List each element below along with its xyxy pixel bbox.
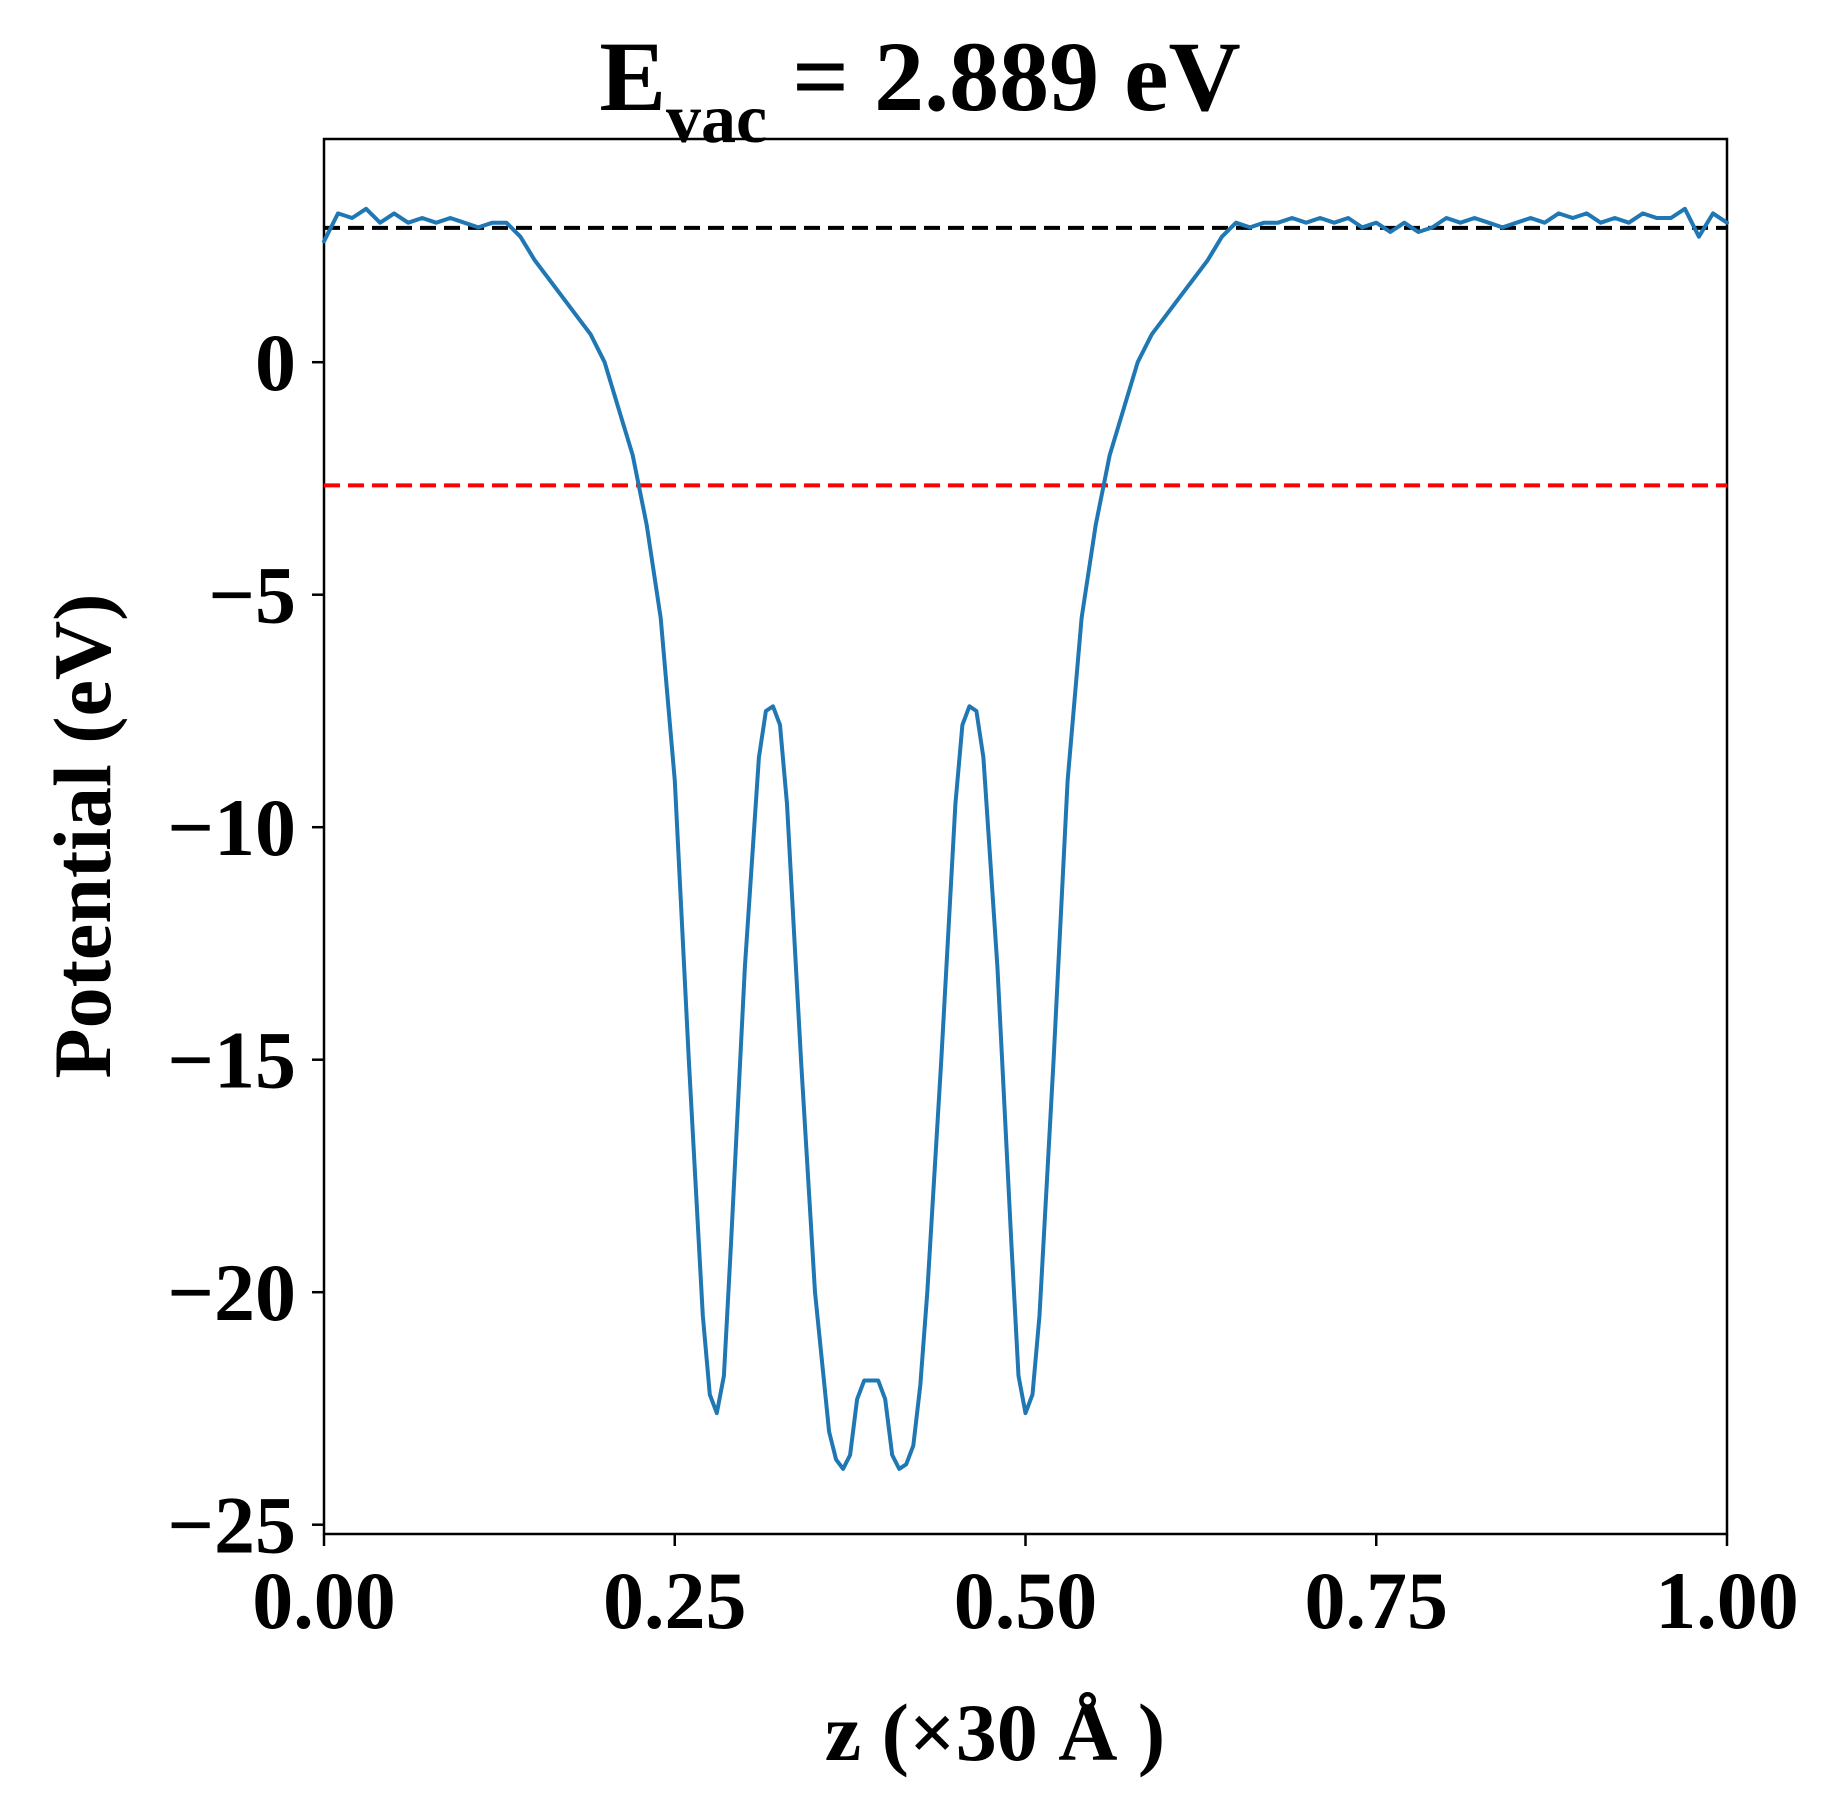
- y-tick-label: −25: [167, 1480, 296, 1571]
- y-axis-label: Potential (eV): [37, 594, 128, 1079]
- series-line-0: [322, 206, 1729, 1471]
- chart-title: Evac = 2.889 eV: [599, 21, 1240, 158]
- x-tick-label: 0.00: [252, 1555, 396, 1646]
- plot-frame: [322, 137, 1729, 1536]
- x-axis-label: z (×30 Å ): [825, 1687, 1165, 1778]
- x-tick-label: 0.75: [1305, 1555, 1449, 1646]
- reference-lines: [324, 225, 1727, 488]
- y-tick-label: −10: [167, 782, 296, 873]
- y-tick-label: −5: [208, 550, 296, 641]
- y-tick-label: −15: [167, 1015, 296, 1106]
- y-tick-label: 0: [255, 317, 296, 408]
- x-tick-label: 0.25: [603, 1555, 747, 1646]
- y-tick-label: −20: [167, 1247, 296, 1338]
- y-axis: 0 −5 −10 −15 −20 −25: [167, 317, 324, 1571]
- x-tick-label: 0.50: [954, 1555, 1098, 1646]
- x-tick-label: 1.00: [1655, 1555, 1799, 1646]
- x-axis: 0.00 0.25 0.50 0.75 1.00: [252, 1534, 1799, 1646]
- chart-title-main: E: [599, 21, 666, 132]
- chart-title-subscript: vac: [666, 81, 767, 158]
- series-group: [322, 206, 1729, 1471]
- chart-title-rest: = 2.889 eV: [767, 21, 1241, 132]
